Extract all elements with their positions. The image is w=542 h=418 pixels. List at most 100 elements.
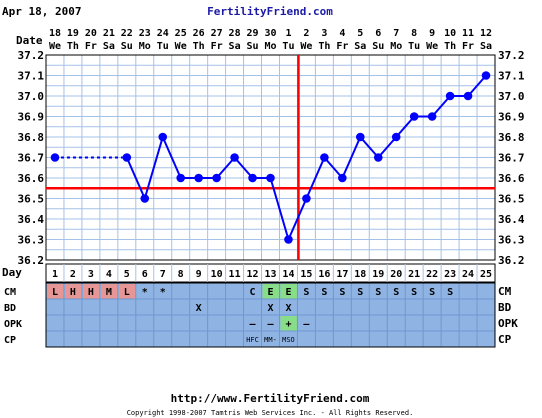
bd-row-cell: X bbox=[196, 303, 202, 314]
cm-row-cell: H bbox=[88, 287, 94, 298]
temperature-segment bbox=[395, 115, 415, 138]
temperature-segment bbox=[287, 198, 308, 240]
chart-date: Apr 18, 2007 bbox=[2, 5, 81, 18]
date-tick-label: 26 bbox=[193, 28, 205, 39]
cm-row-cell: S bbox=[429, 287, 435, 298]
date-tick-label: 11 bbox=[462, 28, 474, 39]
temperature-segment bbox=[377, 136, 397, 159]
cycle-day-label: 2 bbox=[70, 269, 76, 280]
temperature-point bbox=[266, 173, 275, 183]
temperature-plot bbox=[45, 54, 496, 261]
temperature-point bbox=[212, 173, 221, 183]
date-tick-label: 24 bbox=[157, 28, 169, 39]
temperature-point bbox=[373, 153, 383, 162]
y-tick-label-left: 36.8 bbox=[18, 131, 45, 144]
date-tick-label: 22 bbox=[121, 28, 133, 39]
site-name: FertilityFriend.com bbox=[207, 5, 333, 18]
temperature-point bbox=[338, 173, 347, 183]
cp-row-cell: MSO bbox=[282, 336, 295, 344]
weekday-tick-label: Fr bbox=[336, 41, 348, 52]
cm-row-cell: C bbox=[250, 287, 256, 298]
weekday-tick-label: Th bbox=[318, 41, 330, 52]
y-tick-label-left: 36.2 bbox=[18, 254, 45, 267]
weekday-tick-label: Fr bbox=[462, 41, 474, 52]
y-tick-label-left: 36.6 bbox=[18, 172, 45, 185]
fertility-cell-highlight bbox=[262, 284, 280, 299]
date-tick-label: 23 bbox=[139, 28, 151, 39]
temperature-series bbox=[50, 71, 491, 244]
date-tick-label: 9 bbox=[429, 28, 435, 39]
fertility-table-border bbox=[45, 282, 496, 348]
cycle-day-label: 14 bbox=[282, 269, 294, 280]
temperature-segment bbox=[431, 95, 451, 118]
y-tick-label-left: 36.4 bbox=[18, 213, 45, 226]
temperature-segment bbox=[305, 157, 326, 199]
weekday-tick-label: Sa bbox=[103, 41, 115, 52]
date-tick-label: 3 bbox=[321, 28, 327, 39]
date-tick-label: 8 bbox=[411, 28, 417, 39]
weekday-tick-label: Th bbox=[193, 41, 205, 52]
y-tick-label-right: 36.5 bbox=[498, 193, 525, 206]
cycle-day-label: 24 bbox=[462, 269, 474, 280]
footer-url[interactable]: http://www.FertilityFriend.com bbox=[171, 392, 370, 405]
temperature-point bbox=[445, 91, 455, 101]
temperature-segment bbox=[269, 177, 290, 240]
temperature-segment bbox=[233, 156, 254, 179]
cp-row-cell: MM- bbox=[264, 336, 277, 344]
cp-row-label-right: CP bbox=[498, 333, 512, 346]
y-tick-label-left: 36.3 bbox=[18, 234, 45, 247]
cm-row-label-left: CM bbox=[4, 287, 16, 298]
y-tick-label-right: 36.2 bbox=[498, 254, 525, 267]
opk-row-cell: – bbox=[267, 319, 274, 330]
date-tick-label: 2 bbox=[303, 28, 309, 39]
date-tick-label: 28 bbox=[229, 28, 241, 39]
cm-row-cell: * bbox=[142, 287, 148, 298]
y-tick-label-right: 36.7 bbox=[498, 152, 525, 165]
weekday-tick-label: Th bbox=[444, 41, 456, 52]
temperature-point bbox=[230, 153, 239, 162]
cycle-day-label: 3 bbox=[88, 269, 94, 280]
cm-row-cell: S bbox=[393, 287, 399, 298]
y-tick-label-left: 37.0 bbox=[18, 90, 45, 103]
y-tick-label-right: 37.2 bbox=[498, 49, 525, 62]
cycle-day-label: 13 bbox=[264, 269, 276, 280]
date-tick-label: 4 bbox=[339, 28, 345, 39]
y-tick-label-left: 36.7 bbox=[18, 152, 45, 165]
weekday-tick-label: Sa bbox=[354, 41, 366, 52]
y-tick-label-right: 36.3 bbox=[498, 234, 525, 247]
cycle-day-label: 15 bbox=[300, 269, 312, 280]
weekday-tick-label: We bbox=[426, 41, 438, 52]
weekday-tick-label: We bbox=[300, 41, 312, 52]
temperature-point bbox=[284, 235, 293, 244]
cm-row-cell: S bbox=[411, 287, 417, 298]
cm-row-cell: S bbox=[339, 287, 345, 298]
fertility-cell-highlight bbox=[47, 284, 64, 299]
fertility-cell-highlight bbox=[82, 284, 100, 299]
weekday-tick-label: Mo bbox=[390, 41, 402, 52]
weekday-tick-label: Tu bbox=[408, 41, 420, 52]
opk-row-cell: – bbox=[250, 319, 257, 330]
cycle-day-label: 4 bbox=[106, 269, 112, 280]
chart-overlays bbox=[46, 55, 495, 260]
copyright: Copyright 1998-2007 Tamtris Web Services… bbox=[127, 409, 414, 417]
opk-row-cell: – bbox=[303, 319, 310, 330]
bd-row-cell: X bbox=[267, 303, 273, 314]
date-tick-label: 5 bbox=[357, 28, 363, 39]
y-tick-label-right: 36.6 bbox=[498, 172, 525, 185]
date-tick-label: 1 bbox=[285, 28, 291, 39]
y-tick-label-right: 36.8 bbox=[498, 131, 525, 144]
cycle-day-label: 7 bbox=[160, 269, 166, 280]
date-labels: 18We19Th20Fr21Sa22Su23Mo24Tu25We26Th27Fr… bbox=[49, 28, 492, 52]
plot-border bbox=[45, 54, 496, 261]
weekday-tick-label: Mo bbox=[139, 41, 151, 52]
fertility-cell-highlight bbox=[280, 284, 298, 299]
date-tick-label: 20 bbox=[85, 28, 97, 39]
y-tick-label-right: 37.0 bbox=[498, 90, 525, 103]
cycle-day-label: 23 bbox=[444, 269, 456, 280]
temperature-segment bbox=[323, 156, 344, 179]
weekday-tick-label: Tu bbox=[157, 41, 169, 52]
date-tick-label: 25 bbox=[175, 28, 187, 39]
bd-row-label-right: BD bbox=[498, 301, 512, 314]
